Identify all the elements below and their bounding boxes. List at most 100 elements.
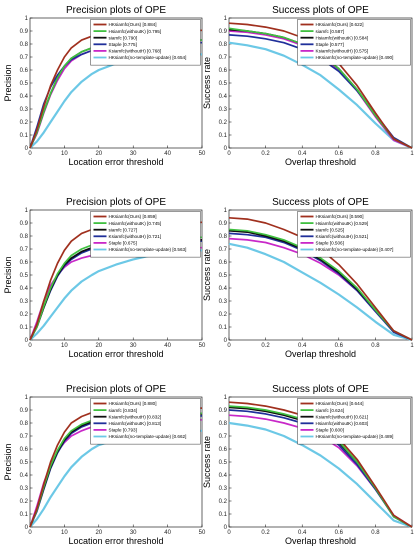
x-tick-label: 0.2	[261, 530, 270, 536]
y-tick-label: 0.2	[20, 312, 29, 318]
y-tick-label: 0.4	[219, 473, 228, 479]
x-tick-label: 0.2	[261, 343, 270, 349]
legend-entry: HKsiamfc(no-template-update) [0.654]	[109, 55, 187, 60]
y-tick-label: 0	[25, 338, 29, 344]
legend-entry: Hsiamfc(withoutK) [0.795]	[109, 29, 162, 34]
x-tick-label: 40	[164, 151, 171, 157]
legend-entry: HKsiamfc(no-template-update) [0.662]	[109, 434, 187, 439]
x-axis-label: Overlap threshold	[285, 157, 356, 167]
x-tick-label: 0.8	[371, 530, 380, 536]
y-tick-label: 1	[224, 16, 228, 22]
y-tick-label: 0.9	[20, 221, 29, 227]
y-tick-label: 0	[25, 525, 29, 531]
y-tick-label: 0.8	[219, 421, 228, 427]
x-axis-label: Overlap threshold	[285, 349, 356, 359]
y-tick-label: 0.1	[20, 325, 29, 331]
legend-entry: Hsiamfc(withoutK) [0.584]	[316, 35, 369, 40]
y-axis-label: Precision	[3, 443, 13, 480]
chart-title: Precision plots of OPE	[66, 384, 166, 395]
x-tick-label: 1	[410, 151, 414, 157]
y-tick-label: 0.6	[219, 68, 228, 74]
y-tick-label: 1	[224, 208, 228, 214]
x-tick-label: 0.8	[371, 151, 380, 157]
chart-title: Precision plots of OPE	[66, 197, 166, 208]
y-tick-label: 0.3	[20, 107, 29, 113]
y-tick-label: 0.2	[219, 499, 228, 505]
x-tick-label: 0.8	[371, 343, 380, 349]
legend-entry: Staple [0.793]	[109, 428, 137, 433]
legend-entry: Ksiamfc(withoutH) [0.768]	[109, 49, 162, 54]
y-tick-label: 0.2	[20, 120, 29, 126]
legend-entry: HKsiamfc(no-template-update) [0.490]	[316, 55, 394, 60]
y-tick-label: 0.7	[20, 55, 29, 61]
legend-entry: Staple [0.600]	[316, 428, 344, 433]
legend	[297, 398, 411, 445]
x-tick-label: 10	[61, 151, 68, 157]
legend-entry: siamfc [0.587]	[316, 29, 345, 34]
y-tick-label: 0	[224, 146, 228, 152]
legend-entry: HKsiamfc(Ours) [0.590]	[316, 214, 364, 219]
y-axis-label: Precision	[3, 64, 13, 101]
y-tick-label: 0.8	[20, 234, 29, 240]
y-tick-label: 0.3	[20, 486, 29, 492]
y-tick-label: 0.9	[20, 408, 29, 414]
x-tick-label: 0.4	[298, 343, 307, 349]
y-tick-label: 0.8	[20, 421, 29, 427]
y-tick-label: 0.1	[20, 133, 29, 139]
series-line	[228, 242, 413, 342]
chart-title: Success plots of OPE	[272, 384, 369, 395]
legend-entry: Staple [0.577]	[316, 42, 344, 47]
legend-entry: HKsiamfc(Ours) [0.859]	[109, 214, 157, 219]
x-tick-label: 20	[95, 151, 102, 157]
y-tick-label: 0	[224, 525, 228, 531]
legend-entry: Ksiamfc(withoutH) [0.621]	[316, 414, 369, 419]
legend-entry: Ksiamfc(withoutH) [0.521]	[316, 234, 369, 239]
y-tick-label: 1	[224, 395, 228, 401]
x-tick-label: 1	[410, 530, 414, 536]
y-tick-label: 0.5	[219, 81, 228, 87]
legend-entry: siamfc [0.790]	[109, 35, 138, 40]
x-tick-label: 0.6	[335, 151, 344, 157]
legend-entry: Staple [0.775]	[109, 42, 137, 47]
y-tick-label: 1	[25, 208, 29, 214]
x-tick-label: 0.6	[335, 343, 344, 349]
x-tick-label: 0	[28, 151, 32, 157]
y-tick-label: 0.4	[219, 94, 228, 100]
y-tick-label: 0.6	[219, 260, 228, 266]
y-tick-label: 0.9	[219, 221, 228, 227]
y-tick-label: 1	[25, 16, 29, 22]
series-line	[228, 232, 413, 341]
y-tick-label: 0.1	[219, 512, 228, 518]
y-tick-label: 1	[25, 395, 29, 401]
y-axis-label: Precision	[3, 256, 13, 293]
y-tick-label: 0.7	[219, 247, 228, 253]
y-tick-label: 0.5	[20, 460, 29, 466]
x-tick-label: 10	[61, 343, 68, 349]
x-axis-label: Overlap threshold	[285, 536, 356, 546]
y-tick-label: 0.5	[219, 460, 228, 466]
legend-entry: Hsiamfc(withoutK) [0.529]	[316, 221, 369, 226]
chart-title: Success plots of OPE	[272, 5, 369, 16]
legend-entry: siamfc [0.834]	[109, 408, 138, 413]
y-tick-label: 0.5	[20, 273, 29, 279]
legend-entry: HKsiamfc(no-template-update) [0.563]	[109, 247, 187, 252]
y-tick-label: 0.3	[20, 299, 29, 305]
legend-entry: Ksiamfc(withoutH) [0.832]	[109, 414, 162, 419]
chart-title: Success plots of OPE	[272, 197, 369, 208]
y-tick-label: 0.5	[20, 81, 29, 87]
y-tick-label: 0.5	[219, 273, 228, 279]
x-tick-label: 0.4	[298, 530, 307, 536]
y-tick-label: 0.8	[219, 42, 228, 48]
chart-panel: Precision plots of OPE 0 0.1 0.2 0.3 0.4 0.5 0.…	[3, 384, 206, 546]
y-axis-label: Success rate	[202, 249, 212, 301]
legend-entry: HKsiamfc(Ours) [0.884]	[109, 22, 157, 27]
x-tick-label: 50	[199, 151, 206, 157]
y-axis-label: Success rate	[202, 57, 212, 109]
y-tick-label: 0.8	[219, 234, 228, 240]
x-tick-label: 0	[227, 530, 231, 536]
x-tick-label: 30	[130, 530, 137, 536]
legend-entry: Hsiamfc(withoutK) [0.603]	[316, 421, 369, 426]
legend-entry: siamfc [0.525]	[316, 227, 345, 232]
x-tick-label: 0.4	[298, 151, 307, 157]
chart-panel: Success plots of OPE 0 0.1 0.2 0.3 0.4 0.5 0.6 0…	[202, 384, 414, 546]
